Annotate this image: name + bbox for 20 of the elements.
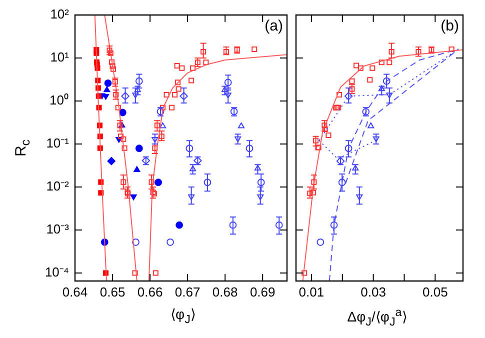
x-tick-label: 0.65 — [100, 284, 126, 300]
y-tick-label: 10⁻¹ — [46, 136, 70, 151]
x-tick-label: 0.05 — [422, 284, 448, 300]
x-tick-label: 0.68 — [212, 284, 238, 300]
x-tick-label: 0.69 — [250, 284, 276, 300]
y-tick-label: 10⁻² — [46, 178, 70, 194]
y-tick-label: 10² — [50, 6, 70, 22]
annotation: (a) — [264, 18, 283, 35]
y-tick-label: 10⁰ — [50, 92, 69, 108]
x-axis-title: ⟨φ$_{J}$⟩ — [170, 306, 196, 326]
x-tick-label: 0.03 — [360, 284, 386, 300]
x-axis-title: Δφ$_{J}$/⟨φ$_{J}$$^{a}$⟩ — [346, 306, 408, 328]
annotation: (b) — [440, 18, 459, 35]
y-tick-label: 10⁻³ — [46, 222, 70, 237]
x-tick-label: 0.67 — [174, 284, 200, 300]
x-tick-label: 0.66 — [137, 284, 163, 300]
x-tick-label: 0.01 — [298, 284, 324, 300]
x-tick-label: 0.64 — [62, 284, 88, 300]
y-tick-label: 10⁻⁴ — [44, 264, 69, 280]
y-tick-label: 10¹ — [50, 50, 70, 65]
